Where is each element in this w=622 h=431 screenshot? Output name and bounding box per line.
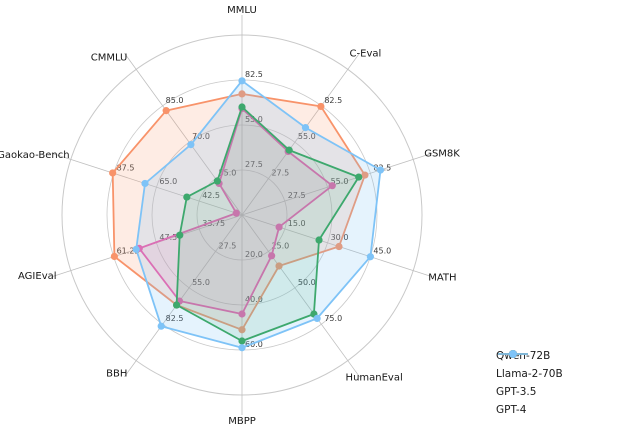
data-point-gaokao-bench [183,193,191,201]
tick-label-humaneval: 25.0 [271,241,289,250]
tick-label-math: 15.0 [288,219,306,228]
legend-label: Llama-2-70B [496,367,563,380]
tick-label-cmmlu: 85.0 [166,96,184,105]
data-point-agieval [176,231,184,239]
series-fill [176,107,359,341]
data-point-gsm8k [376,166,385,174]
category-label-gaokao-bench: Gaokao-Bench [0,150,70,161]
data-point-mmlu [238,77,246,85]
series-fill [136,80,381,348]
tick-label-mmlu: 82.5 [245,70,263,79]
data-point-c-eval [317,102,325,111]
legend-dot [509,350,517,358]
data-point-gaokao-bench [141,179,149,188]
tick-label-gaokao-bench: 42.5 [202,191,220,200]
tick-label-humaneval: 75.0 [324,314,342,323]
tick-label-c-eval: 82.5 [324,96,342,105]
legend-label: GPT-3.5 [496,385,537,398]
tick-label-mbpp: 60.0 [245,340,263,349]
data-point-humaneval [313,314,321,322]
data-point-bbh [172,301,181,309]
tick-label-agieval: 33.75 [202,219,225,228]
data-point-humaneval [275,262,283,270]
data-point-gsm8k [361,171,369,179]
tick-label-cmmlu: 70.0 [192,132,210,141]
tick-label-gsm8k: 55.0 [331,177,349,186]
category-label-c-eval: C-Eval [350,49,382,60]
tick-label-cmmlu: 55.0 [219,169,237,178]
data-point-bbh [157,322,165,330]
data-point-gsm8k [328,182,336,190]
axis-spoke [241,52,360,216]
tick-label-gaokao-bench: 87.5 [117,163,135,172]
tick-label-agieval: 61.25 [117,247,140,256]
category-label-gsm8k: GSM8K [424,149,460,160]
tick-label-bbh: 82.5 [166,314,184,323]
category-label-humaneval: HumanEval [346,372,403,383]
category-label-agieval: AGIEval [18,271,57,282]
tick-label-mbpp: 20.0 [245,250,263,259]
tick-label-gaokao-bench: 65.0 [159,177,177,186]
data-point-math [275,223,283,231]
series-gpt-3-5 [172,103,363,345]
tick-label-math: 45.0 [373,247,391,256]
tick-label-c-eval: 27.5 [271,169,289,178]
category-label-mbpp: MBPP [228,416,256,427]
legend-item-llama-2-70b: Llama-2-70B [496,350,563,381]
data-point-mmlu [238,90,246,98]
category-label-math: MATH [428,272,456,283]
legend-item-gpt-4: GPT-4 [496,350,563,417]
tick-label-bbh: 27.5 [219,241,237,250]
data-point-math [315,236,323,244]
tick-label-mbpp: 40.0 [245,295,263,304]
data-point-mmlu [238,103,246,111]
data-point-agieval [132,245,140,253]
data-point-c-eval [285,146,293,154]
legend-label: GPT-4 [496,403,527,416]
tick-label-math: 30.0 [331,233,349,242]
axis-spoke [241,214,360,378]
data-point-mbpp [238,337,246,345]
category-label-bbh: BBH [106,368,127,379]
category-labels: MMLU C-Eval GSM8K MATH HumanEval MBPP BBH AGIEv… [0,5,460,427]
data-point-math [366,253,374,261]
data-point-c-eval [301,124,310,132]
tick-label-c-eval: 55.0 [298,132,316,141]
category-label-mmlu: MMLU [227,5,257,16]
data-point-gsm8k [355,173,363,181]
data-point-humaneval [268,252,276,260]
legend-marker-icon [498,350,528,358]
data-point-cmmlu [213,177,221,185]
category-label-cmmlu: CMMLU [91,53,128,64]
tick-label-mmlu: 27.5 [245,160,263,169]
series-gpt-4 [132,77,385,352]
axis-spoke [124,214,243,378]
axis-spoke [241,152,433,216]
tick-label-gsm8k: 27.5 [288,191,306,200]
data-point-cmmlu [162,107,170,115]
data-point-agieval [110,252,118,261]
data-point-gaokao-bench [109,169,117,177]
data-point-mbpp [238,344,246,352]
legend-item-gpt-3-5: GPT-3.5 [496,350,563,399]
data-point-gaokao-bench [232,209,240,217]
tick-label-humaneval: 50.0 [298,278,316,287]
tick-label-bbh: 55.0 [192,278,210,287]
data-point-mbpp [238,310,246,318]
data-point-mbpp [238,326,246,334]
data-point-math [335,242,343,251]
legend: Qwen-72B Llama-2-70B GPT-3.5 GPT-4 [496,348,563,417]
data-point-cmmlu [187,141,195,149]
